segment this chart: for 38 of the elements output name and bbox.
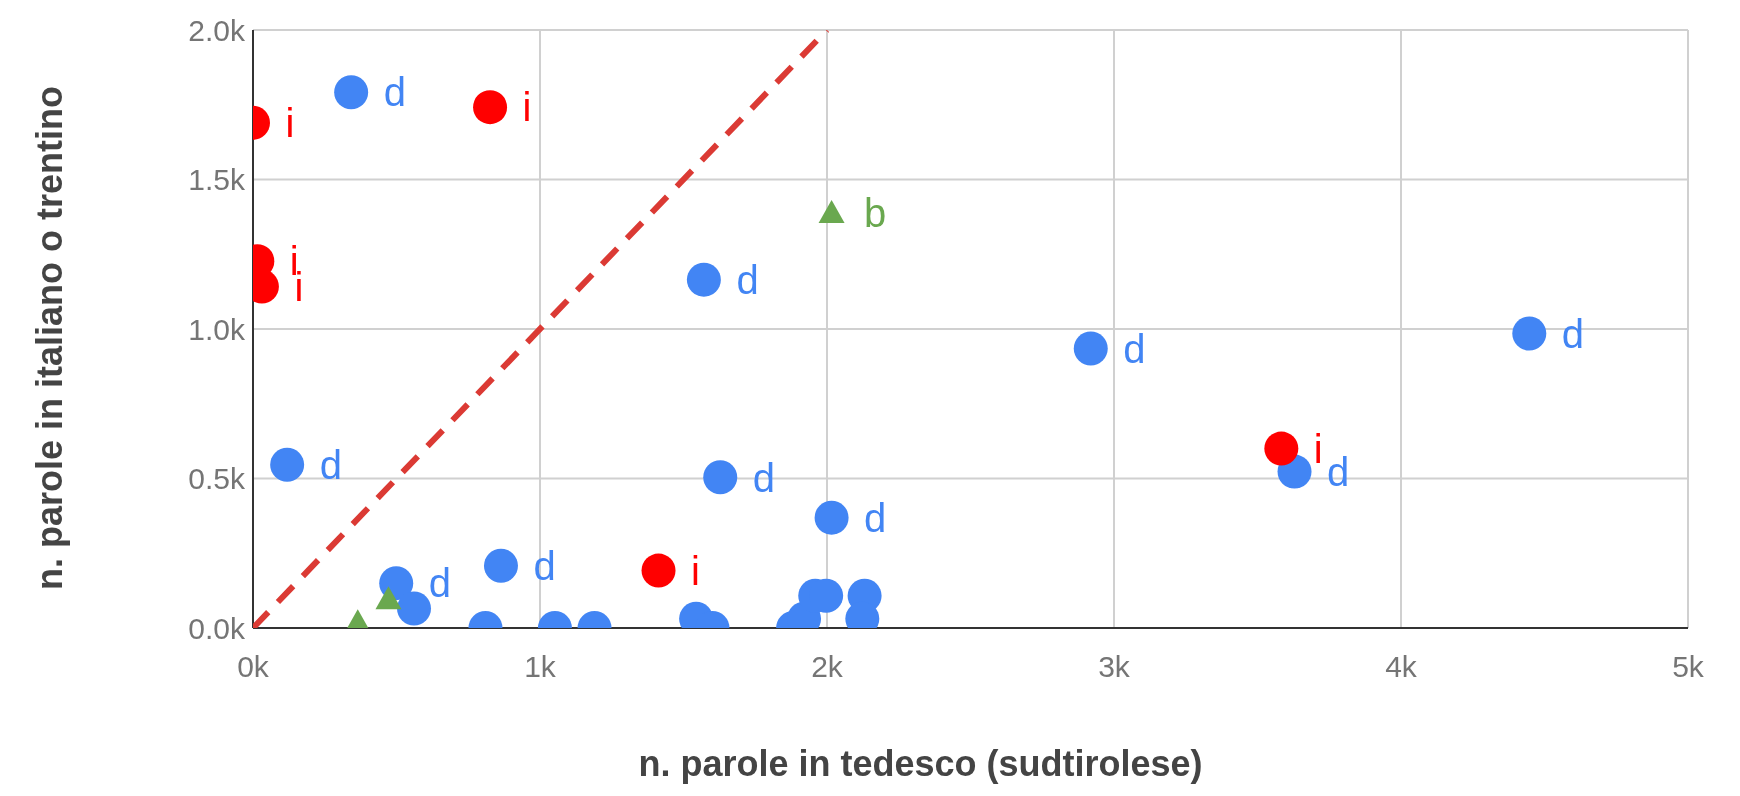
y-tick-label: 0.0k — [188, 611, 246, 645]
data-label: i — [285, 100, 295, 145]
y-tick-label: 1.5k — [188, 163, 246, 197]
data-label: d — [864, 495, 887, 540]
x-tick-label: 0k — [237, 650, 270, 684]
y-tick-label: 2.0k — [188, 13, 246, 47]
point — [483, 548, 518, 583]
data-label: d — [319, 442, 342, 487]
point — [1512, 316, 1547, 351]
x-tick-label: 2k — [811, 650, 844, 684]
point — [270, 447, 305, 482]
x-tick-label: 3k — [1098, 650, 1131, 684]
x-tick-label: 4k — [1385, 650, 1418, 684]
y-tick-label: 1.0k — [188, 312, 246, 346]
data-label: d — [1561, 311, 1585, 356]
point — [375, 586, 402, 610]
data-label: i — [522, 85, 532, 130]
point — [703, 460, 738, 495]
x-axis-title: n. parole in tedesco (sudtirolese) — [637, 743, 1204, 785]
point — [814, 500, 849, 535]
data-label: d — [736, 257, 759, 302]
point — [334, 75, 369, 110]
data-label: i — [1313, 426, 1323, 471]
point — [686, 262, 721, 297]
data-label: b — [864, 191, 887, 236]
x-tick-label: 1k — [524, 650, 557, 684]
data-label: i — [691, 548, 700, 593]
data-label: d — [1327, 449, 1350, 494]
y-axis-title: n. parole in italiano o trentino — [29, 85, 71, 591]
y-tick-label: 0.5k — [188, 462, 246, 496]
point — [1073, 331, 1108, 366]
data-label: d — [533, 544, 556, 589]
data-label: d — [752, 455, 775, 500]
x-tick-label: 5k — [1672, 650, 1705, 684]
data-label: d — [428, 561, 451, 606]
data-label: d — [383, 70, 406, 115]
point — [397, 591, 432, 626]
data-label: d — [1123, 326, 1146, 371]
